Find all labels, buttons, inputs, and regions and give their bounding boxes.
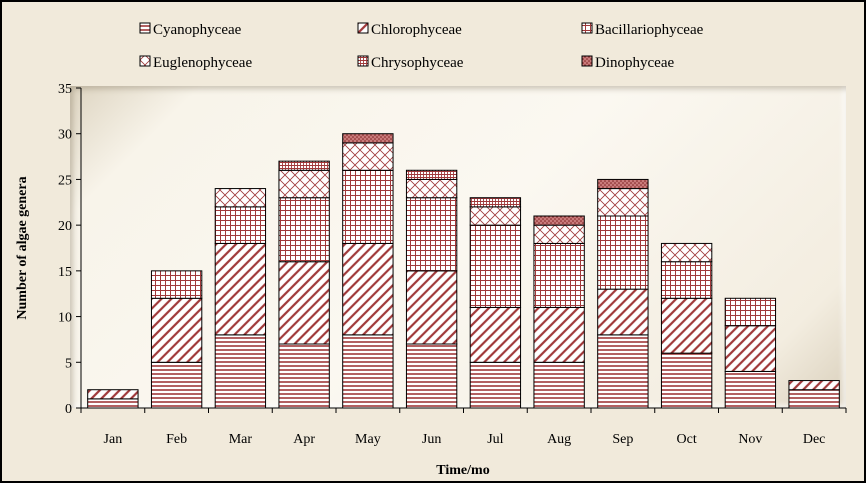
bar-segment xyxy=(660,261,713,299)
legend-swatch xyxy=(139,55,151,67)
legend-label: Chlorophyceae xyxy=(371,22,462,38)
bar-segment xyxy=(278,343,330,409)
legend-swatch xyxy=(139,22,151,34)
bar-segment xyxy=(150,270,203,299)
bar-segment xyxy=(597,288,649,336)
bar-segment xyxy=(660,242,713,263)
x-tick-label: Apr xyxy=(293,432,315,447)
y-tick-label: 35 xyxy=(58,82,72,97)
bar-segment xyxy=(469,306,522,363)
bar-segment xyxy=(214,242,267,336)
x-tick-label: Sep xyxy=(612,432,633,447)
x-tick-label: Oct xyxy=(677,432,697,447)
bar-segment xyxy=(405,178,458,199)
bar-segment xyxy=(342,242,394,336)
y-tick-label: 30 xyxy=(58,128,72,143)
bar-segment xyxy=(469,361,522,409)
bar-segment xyxy=(788,380,840,391)
bar-segment xyxy=(597,188,649,217)
x-tick-label: Mar xyxy=(229,432,253,447)
x-tick-label: Dec xyxy=(803,432,826,447)
bar-segment xyxy=(342,334,394,409)
legend-label: Bacillariophyceae xyxy=(595,22,704,38)
x-tick-label: Jul xyxy=(487,432,503,447)
bar-segment xyxy=(533,306,585,363)
bar-segment xyxy=(660,352,713,409)
bar-segment xyxy=(533,224,585,244)
bar-segment xyxy=(342,169,394,244)
y-tick-label: 10 xyxy=(58,311,72,326)
legend-label: Euglenophyceae xyxy=(153,55,252,71)
y-tick-label: 0 xyxy=(65,402,72,417)
x-axis-title: Time/mo xyxy=(436,463,489,478)
bar-segment xyxy=(342,133,394,144)
bar-segment xyxy=(405,343,458,409)
bar-segment xyxy=(469,206,522,226)
x-tick-label: Jun xyxy=(422,432,441,447)
y-tick-label: 5 xyxy=(65,356,72,371)
bar-segment xyxy=(214,334,267,409)
y-axis-title: Number of algae genera xyxy=(15,176,30,319)
bar-segment xyxy=(278,160,330,171)
bar-segment xyxy=(597,334,649,409)
bar-segment xyxy=(214,206,267,244)
bar-segment xyxy=(278,169,330,199)
bar-segment xyxy=(724,325,777,372)
legend-label: Cyanophyceae xyxy=(153,22,242,38)
bar-segment xyxy=(87,398,139,409)
bar-segment xyxy=(533,361,585,409)
x-tick-label: Jan xyxy=(104,432,123,447)
x-tick-label: Aug xyxy=(547,432,571,447)
bar-segment xyxy=(597,215,649,290)
bar-segment xyxy=(405,169,458,180)
y-tick-label: 25 xyxy=(58,173,72,188)
bar-segment xyxy=(660,297,713,354)
legend-label: Dinophyceae xyxy=(595,55,674,71)
bar-segment xyxy=(533,215,585,226)
bar-segment xyxy=(87,389,139,400)
bar-segment xyxy=(278,261,330,345)
bar-segment xyxy=(788,389,840,409)
legend-label: Chrysophyceae xyxy=(371,55,464,71)
bar-segment xyxy=(724,297,777,327)
bar-segment xyxy=(342,142,394,171)
bar-segment xyxy=(278,197,330,263)
bar-segment xyxy=(597,178,649,190)
bar-segment xyxy=(150,297,203,363)
x-tick-label: Feb xyxy=(166,432,187,447)
legend-swatch xyxy=(357,22,369,34)
y-tick-label: 20 xyxy=(58,219,72,234)
legend-swatch xyxy=(581,55,593,67)
legend-swatch xyxy=(357,55,369,67)
legend-swatch xyxy=(581,22,593,34)
x-tick-label: May xyxy=(355,432,381,447)
bar-segment xyxy=(405,197,458,272)
bar-segment xyxy=(533,242,585,308)
bar-segment xyxy=(469,197,522,208)
y-tick-label: 15 xyxy=(58,265,72,280)
bar-segment xyxy=(214,188,267,208)
bar-segment xyxy=(469,224,522,308)
x-tick-label: Nov xyxy=(738,432,762,447)
bar-segment xyxy=(405,270,458,345)
bar-segment xyxy=(724,370,777,409)
bar-segment xyxy=(150,361,203,409)
